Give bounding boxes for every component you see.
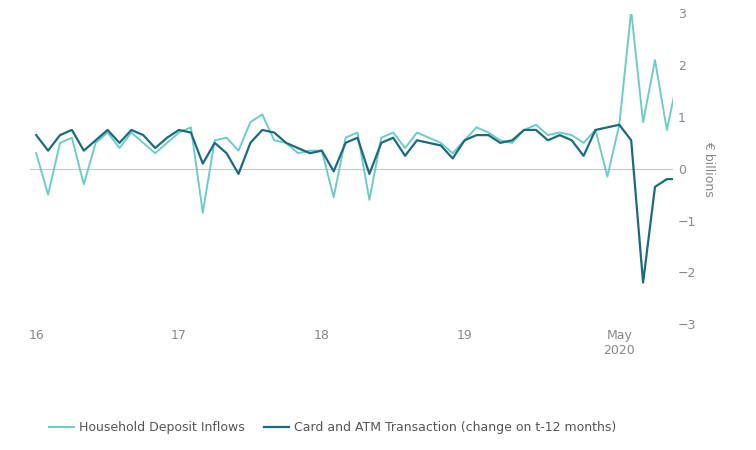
Card and ATM Transaction (change on t-12 months) <box>32 132 41 138</box>
Card and ATM Transaction (change on t-12 months) <box>639 280 648 285</box>
Card and ATM Transaction (change on t-12 months) <box>603 125 612 130</box>
Line: Household Deposit Inflows: Household Deposit Inflows <box>36 11 714 213</box>
Legend: Household Deposit Inflows, Card and ATM Transaction (change on t-12 months): Household Deposit Inflows, Card and ATM … <box>45 416 621 439</box>
Card and ATM Transaction (change on t-12 months) <box>710 163 719 169</box>
Y-axis label: € billions: € billions <box>702 141 715 197</box>
Household Deposit Inflows <box>32 150 41 156</box>
Household Deposit Inflows <box>198 210 207 216</box>
Household Deposit Inflows <box>710 125 719 130</box>
Household Deposit Inflows <box>496 138 505 143</box>
Household Deposit Inflows <box>615 122 624 127</box>
Card and ATM Transaction (change on t-12 months) <box>531 127 541 133</box>
Card and ATM Transaction (change on t-12 months) <box>686 171 696 177</box>
Card and ATM Transaction (change on t-12 months) <box>484 132 493 138</box>
Card and ATM Transaction (change on t-12 months) <box>615 122 624 127</box>
Household Deposit Inflows <box>210 138 219 143</box>
Card and ATM Transaction (change on t-12 months) <box>186 130 195 135</box>
Line: Card and ATM Transaction (change on t-12 months): Card and ATM Transaction (change on t-12… <box>36 125 714 283</box>
Household Deposit Inflows <box>686 138 696 143</box>
Household Deposit Inflows <box>627 8 636 14</box>
Household Deposit Inflows <box>544 132 553 138</box>
Card and ATM Transaction (change on t-12 months) <box>198 161 207 166</box>
Household Deposit Inflows <box>186 125 195 130</box>
